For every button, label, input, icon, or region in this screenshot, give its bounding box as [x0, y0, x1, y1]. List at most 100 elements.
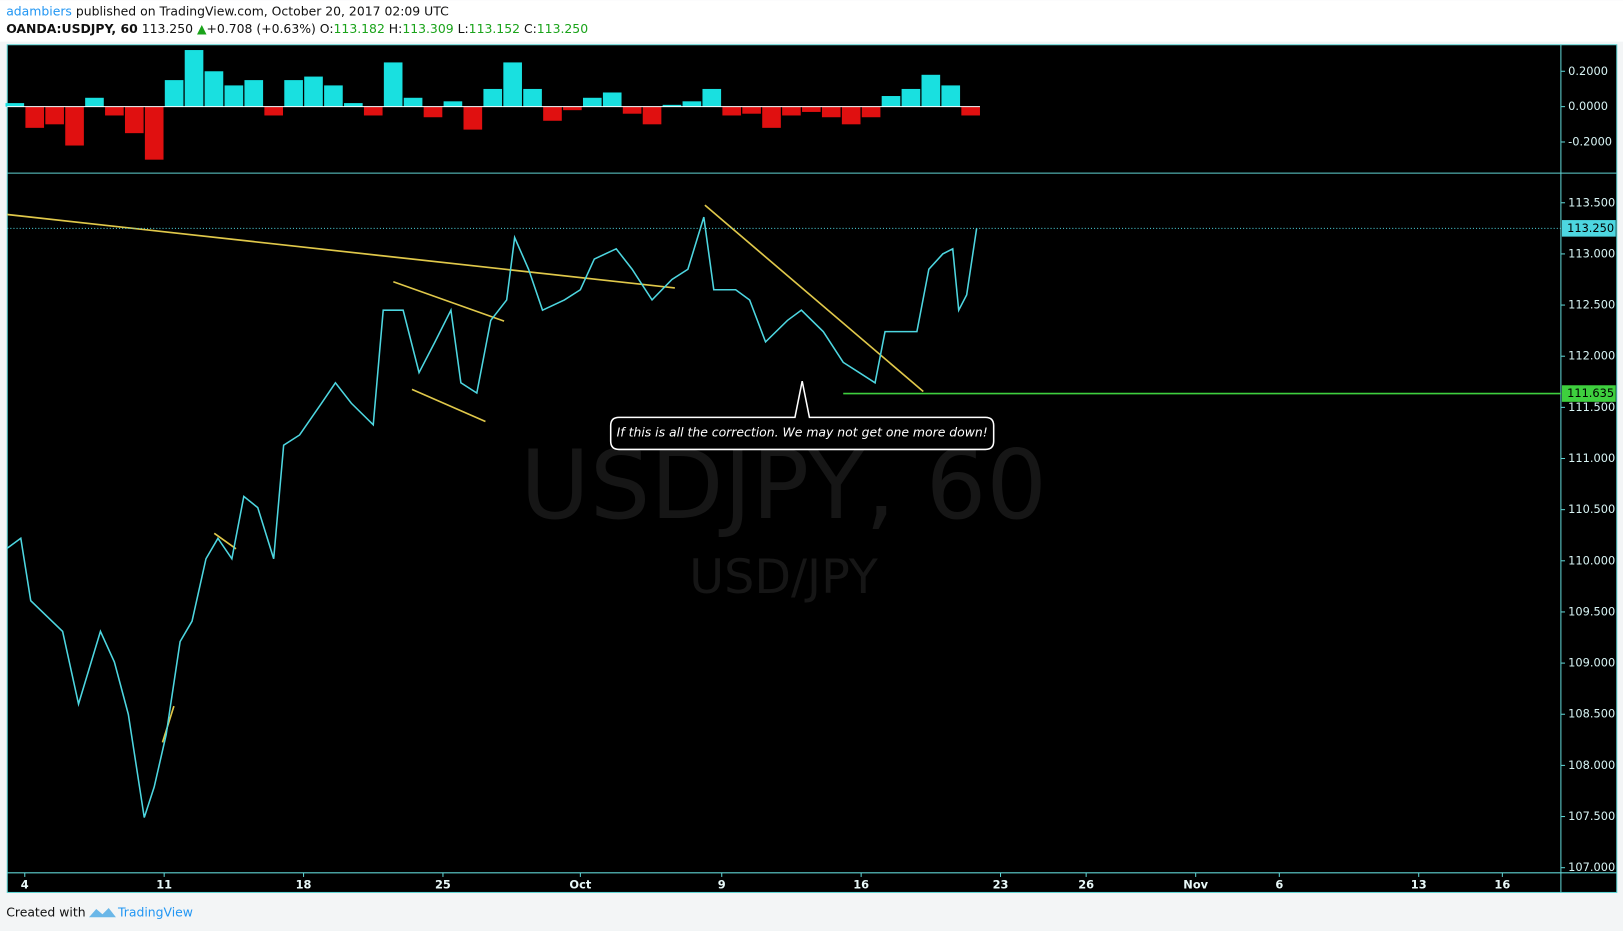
histogram-bar [363, 106, 383, 116]
trendline [704, 204, 924, 393]
histogram-bar [105, 106, 124, 116]
histogram-bar [284, 80, 303, 107]
arrow: ▲ [197, 21, 207, 36]
histogram-bar [901, 88, 921, 107]
x-tick-label: 11 [156, 878, 172, 892]
low: 113.152 [469, 21, 520, 36]
y-tick-label: 113.500 [1568, 195, 1615, 209]
y-tick-label: 111.000 [1568, 451, 1615, 465]
x-tick-label: 9 [718, 878, 726, 892]
author[interactable]: adambiers [6, 3, 72, 18]
x-tick-label: 16 [853, 878, 869, 892]
x-tick-label: Nov [1183, 878, 1208, 892]
histogram-bar [782, 106, 801, 116]
support-tag [1561, 385, 1616, 402]
y-tick-label: 107.000 [1568, 860, 1615, 874]
histogram-bar [124, 106, 144, 134]
histogram-bar [563, 106, 582, 111]
low-label: L: [458, 21, 469, 36]
price-line [6, 216, 978, 818]
footer-bg [0, 896, 1623, 931]
histogram-bar [622, 106, 642, 114]
y-tick-label: 108.500 [1568, 707, 1615, 721]
histogram-bar [25, 106, 45, 128]
histogram-bar [304, 76, 323, 107]
histogram-bar [443, 101, 463, 107]
y-tick-label: 112.000 [1568, 349, 1615, 363]
histogram-bar [602, 92, 622, 107]
histogram-bar [85, 97, 104, 107]
trendline [393, 280, 505, 322]
histogram-bar [802, 106, 821, 112]
histogram-bar [543, 106, 562, 121]
histogram-bar [423, 106, 443, 118]
histogram-bar [662, 104, 682, 107]
histogram-bar [224, 85, 244, 107]
last-price-label: 113.250 [1567, 221, 1614, 235]
histogram-bar [582, 97, 602, 107]
y-tick-label: 0.0000 [1568, 99, 1608, 113]
histogram-bar [483, 88, 503, 107]
histogram-bar [264, 106, 284, 116]
callout-box [609, 380, 995, 451]
histogram-bar [503, 62, 522, 107]
watermark-sub: USD/JPY [689, 550, 878, 605]
x-tick-label: Oct [569, 878, 591, 892]
logo [89, 907, 116, 918]
y-tick-label: 109.000 [1568, 656, 1615, 670]
histogram-bar [722, 106, 742, 116]
x-tick-label: 4 [21, 878, 29, 892]
histogram-bar [961, 106, 980, 116]
y-tick-label: 107.500 [1568, 809, 1615, 823]
histogram-bar [841, 106, 861, 125]
close: 113.250 [537, 21, 588, 36]
callout: If this is all the correction. We may no… [609, 380, 995, 451]
histogram-bar [244, 80, 264, 107]
x-tick-label: 26 [1078, 878, 1094, 892]
published: published on TradingView.com, October 20… [76, 3, 449, 18]
histogram-bar [65, 106, 84, 146]
y-tick-label: -0.2000 [1568, 134, 1612, 148]
x-tick-label: 13 [1411, 878, 1427, 892]
y-tick-label: 109.500 [1568, 604, 1615, 618]
trendlines [7, 204, 924, 743]
histogram-bar [881, 96, 901, 107]
histogram-bar [523, 88, 542, 107]
histogram-bar [184, 50, 204, 107]
y-tick-label: 110.500 [1568, 502, 1615, 516]
trendline [213, 532, 237, 550]
header-bg [0, 0, 1623, 42]
footer-created: Created with [6, 905, 85, 920]
histogram-bar [682, 101, 702, 107]
high-label: H: [389, 21, 403, 36]
footer-brand[interactable]: TradingView [117, 905, 193, 920]
x-tick-label: 18 [296, 878, 312, 892]
annotation: If this is all the correction. We may no… [617, 424, 988, 439]
histogram-bar [702, 88, 722, 107]
change: +0.708 (+0.63%) [207, 21, 316, 36]
histogram-bar [164, 80, 184, 107]
histogram-bar [941, 85, 961, 107]
y-tick-label: 113.000 [1568, 246, 1615, 260]
support-label: 111.635 [1567, 386, 1614, 400]
high: 113.309 [402, 21, 453, 36]
last-price-tag [1561, 220, 1616, 237]
histogram-bar [921, 74, 941, 107]
histogram-bar [383, 62, 403, 107]
y-tick-label: 111.500 [1568, 400, 1615, 414]
trendline [7, 213, 675, 289]
y-tick-label: 108.000 [1568, 758, 1615, 772]
trendline [411, 388, 486, 423]
chart-bg [6, 44, 1618, 893]
histogram-bar [324, 85, 343, 107]
open: 113.182 [334, 21, 385, 36]
histogram-bar [821, 106, 841, 118]
x-tick-label: 16 [1494, 878, 1510, 892]
histogram-bar [5, 103, 25, 107]
y-tick-label: 0.2000 [1568, 64, 1608, 78]
quote-line: OANDA:USDJPY, 60 113.250 ▲+0.708 (+0.63%… [6, 21, 588, 36]
price: 113.250 [142, 21, 193, 36]
y-tick-label: 110.000 [1568, 553, 1615, 567]
